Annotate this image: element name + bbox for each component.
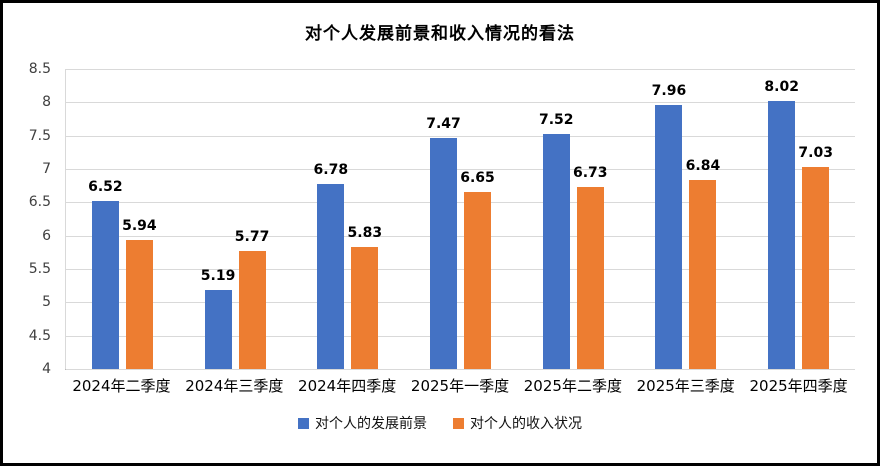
legend-label: 对个人的收入状况 <box>470 416 582 432</box>
bar-group: 7.47 6.65 <box>404 69 517 369</box>
y-tick-label: 8.5 <box>28 61 51 77</box>
legend-label: 对个人的发展前景 <box>315 416 427 432</box>
gridline <box>66 269 855 270</box>
bar: 7.47 <box>426 116 461 369</box>
bar: 8.02 <box>764 79 799 369</box>
gridline <box>66 335 855 337</box>
bar: 5.19 <box>201 268 235 369</box>
legend-item: 对个人的发展前景 <box>298 413 427 433</box>
bar-value-label: 5.83 <box>347 225 383 241</box>
legend-item: 对个人的收入状况 <box>453 413 582 433</box>
x-category-label: 2024年二季度 <box>72 377 171 395</box>
x-category-label: 2025年三季度 <box>636 377 735 395</box>
gridline <box>66 369 855 370</box>
y-tick-label: 5 <box>42 294 51 311</box>
y-tick-label: 7 <box>42 161 51 177</box>
bar-group: 6.52 5.94 <box>66 69 179 369</box>
bar-value-label: 7.03 <box>798 145 833 161</box>
bar: 5.94 <box>122 218 157 369</box>
bar-value-label: 7.47 <box>426 115 461 132</box>
bar-group: 7.52 6.73 <box>517 69 630 369</box>
y-tick-label: 4 <box>42 361 51 377</box>
bar: 7.96 <box>652 83 686 369</box>
gridline <box>66 302 855 304</box>
bar: 7.03 <box>798 145 833 369</box>
y-tick-label: 6 <box>42 227 51 244</box>
y-tick-label: 6.5 <box>28 194 51 211</box>
bar-value-label: 7.96 <box>651 83 687 99</box>
plot-area: 6.52 5.94 5.19 5.77 6.78 5.83 7.47 6.65 7.52 6.73… <box>65 69 855 370</box>
gridlines <box>66 69 855 370</box>
y-tick-label: 5.5 <box>28 261 51 277</box>
bar-value-label: 6.73 <box>572 165 608 181</box>
y-tick-label: 8 <box>42 94 51 111</box>
chart-title: 对个人发展前景和收入情况的看法 <box>305 24 575 44</box>
y-axis: 4 4.5 5 5.5 6 6.5 7 7.5 8 8.5 <box>3 61 57 377</box>
bar: 5.83 <box>348 225 382 369</box>
x-axis-labels: 2024年二季度 2024年三季度 2024年四季度 2025年一季度 2025年二季度… <box>65 375 855 396</box>
bar-value-label: 6.84 <box>685 157 721 174</box>
bar-value-label: 5.19 <box>200 267 236 284</box>
x-category-label: 2024年三季度 <box>185 377 284 395</box>
bar-value-label: 6.52 <box>88 179 123 195</box>
y-tick-label: 7.5 <box>28 127 51 144</box>
gridline <box>66 169 855 170</box>
bar: 7.52 <box>539 112 574 369</box>
gridline <box>66 202 855 204</box>
x-category-label: 2025年一季度 <box>410 377 510 395</box>
legend: 对个人的发展前景 对个人的收入状况 <box>3 413 877 433</box>
bar-value-label: 8.02 <box>764 79 799 95</box>
legend-swatch-icon <box>298 417 309 429</box>
bar: 5.77 <box>235 229 269 369</box>
bar: 6.84 <box>686 158 720 369</box>
bar-value-label: 5.77 <box>234 229 270 245</box>
bar: 6.65 <box>460 170 495 369</box>
gridline <box>66 135 855 137</box>
y-tick-label: 4.5 <box>28 327 51 344</box>
bar: 6.73 <box>573 165 608 369</box>
bar-group: 5.19 5.77 <box>179 69 292 369</box>
legend-swatch-icon <box>453 417 464 429</box>
bar-group: 8.02 7.03 <box>742 69 855 369</box>
bar-group: 6.78 5.83 <box>291 69 404 369</box>
bar-groups: 6.52 5.94 5.19 5.77 6.78 5.83 7.47 6.65 7.52 6.73… <box>66 69 855 369</box>
x-category-label: 2024年四季度 <box>298 377 397 395</box>
gridline <box>66 69 855 70</box>
gridline <box>66 102 855 104</box>
gridline <box>66 235 855 237</box>
bar-value-label: 7.52 <box>538 112 574 129</box>
bar-value-label: 6.65 <box>460 170 495 187</box>
bar-value-label: 6.78 <box>313 161 349 178</box>
bar-value-label: 5.94 <box>122 217 157 234</box>
bar-group: 7.96 6.84 <box>630 69 743 369</box>
bar: 6.52 <box>88 179 123 369</box>
bar: 6.78 <box>314 162 348 369</box>
x-category-label: 2025年四季度 <box>749 377 848 395</box>
x-category-label: 2025年二季度 <box>523 377 622 395</box>
